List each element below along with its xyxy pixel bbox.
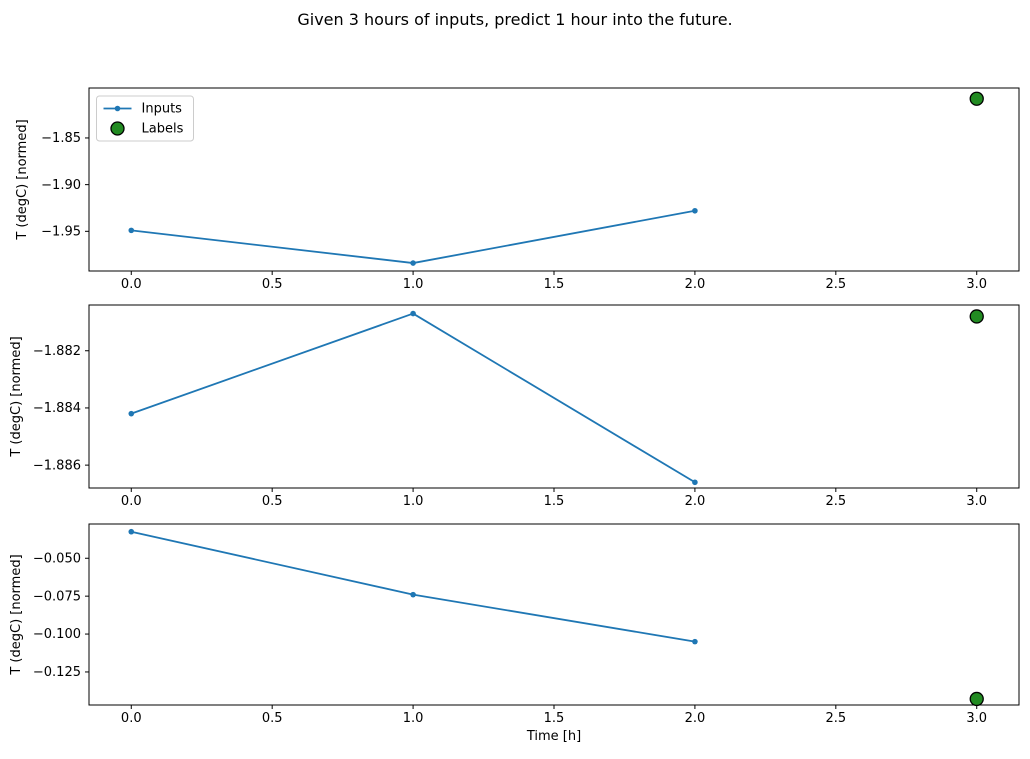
legend-item-labels-label: Labels [142,122,184,137]
inputs-point [410,260,416,266]
y-axis-label: T (degC) [normed] [15,119,30,240]
legend: Inputs Labels [96,95,194,142]
inputs-point [692,479,698,486]
x-tick-label: 2.0 [685,711,706,726]
labels-point [969,309,984,324]
axes-border [88,87,1020,272]
inputs-point [128,528,135,535]
x-tick-label: 1.5 [544,277,565,292]
y-tick-label: −0.075 [33,589,81,604]
x-tick-label: 0.5 [262,494,283,509]
y-tick-label: −1.886 [33,458,81,473]
legend-labels-marker-sample [110,121,125,136]
x-tick-label: 0.0 [121,277,142,292]
subplot-1: −1.85 −1.90 −1.95 0.0 0.5 1.0 1.5 2.0 2.5 3.0 T (d… [15,87,1020,292]
inputs-line [130,209,696,264]
x-tick-label: 0.5 [262,711,283,726]
x-tick-label: 1.5 [544,711,565,726]
x-tick-label: 1.5 [544,494,565,509]
x-tick-label: 2.0 [685,277,706,292]
x-tick-label: 2.5 [825,277,846,292]
x-tick-label: 2.0 [685,494,706,509]
y-tick-label: −1.90 [41,178,81,193]
y-tick-label: −1.882 [33,344,81,359]
y-tick-label: −1.884 [33,401,81,416]
legend-inputs-marker-sample [114,105,121,112]
x-tick-label: 1.0 [403,711,424,726]
legend-item-inputs-label: Inputs [142,102,183,117]
labels-point [969,691,984,707]
subplot-2: −1.882 −1.884 −1.886 0.0 0.5 1.0 1.5 2.0 2.5 3.0 T… [9,304,1020,509]
axes-border [88,304,1020,489]
x-tick-label: 2.5 [825,711,846,726]
axes-border [88,523,1020,706]
y-tick-label: −0.050 [33,551,81,566]
inputs-point [128,227,135,234]
y-tick-label: −0.100 [33,627,81,642]
x-tick-label: 0.0 [121,711,142,726]
labels-point [969,91,984,106]
y-tick-label: −1.95 [41,224,81,239]
y-axis-label: T (degC) [normed] [9,336,24,457]
x-tick-label: 1.0 [403,277,424,292]
x-tick-label: 0.0 [121,494,142,509]
subplot-3: −0.050 −0.075 −0.100 −0.125 0.0 0.5 1.0 1.5 2.0 2… [9,523,1020,744]
x-tick-label: 3.0 [966,494,987,509]
inputs-line [130,312,696,484]
inputs-line [130,530,696,643]
y-tick-label: −1.85 [41,131,81,146]
x-tick-label: 2.5 [825,494,846,509]
x-axis-label: Time [h] [526,729,581,744]
figure-title: Given 3 hours of inputs, predict 1 hour … [297,10,733,29]
y-tick-label: −0.125 [33,665,81,680]
inputs-point [128,410,135,417]
inputs-point [692,638,698,645]
x-tick-label: 3.0 [966,277,987,292]
x-tick-label: 1.0 [403,494,424,509]
inputs-point [410,591,416,598]
inputs-point [410,310,416,317]
x-tick-label: 3.0 [966,711,987,726]
y-axis-label: T (degC) [normed] [9,554,24,675]
x-tick-label: 0.5 [262,277,283,292]
inputs-point [692,207,698,214]
